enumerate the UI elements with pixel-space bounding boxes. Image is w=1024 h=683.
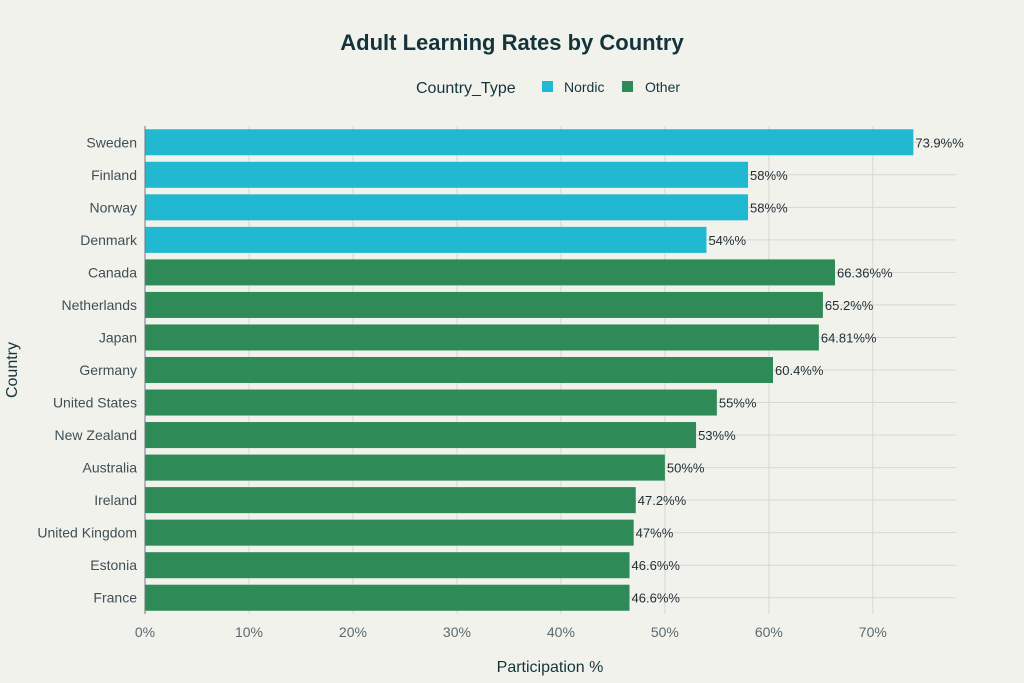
bar-data-label: 66.36%% bbox=[837, 265, 893, 280]
bar-data-label: 58%% bbox=[750, 200, 788, 215]
bar-data-label: 53%% bbox=[698, 428, 736, 443]
bar-data-label: 46.6%% bbox=[632, 558, 681, 573]
y-tick-label: France bbox=[93, 590, 137, 606]
bar-norway bbox=[145, 194, 749, 221]
y-tick-label: Germany bbox=[79, 362, 137, 378]
y-tick-label: New Zealand bbox=[55, 427, 138, 443]
bar-ireland bbox=[145, 487, 636, 514]
bar-united-states bbox=[145, 389, 717, 416]
bar-germany bbox=[145, 356, 774, 384]
legend-swatch-other bbox=[622, 81, 633, 92]
y-axis-label: Country bbox=[4, 342, 21, 398]
bar-data-label: 46.6%% bbox=[632, 591, 681, 606]
bar-data-label: 64.81%% bbox=[821, 330, 877, 345]
bar-new-zealand bbox=[145, 422, 697, 449]
y-tick-label: Norway bbox=[90, 199, 137, 215]
bar-data-label: 55%% bbox=[719, 396, 757, 411]
y-axis-ticks: Sweden Finland Norway Denmark Canada Netherla… bbox=[37, 134, 138, 605]
y-tick-label: Australia bbox=[83, 460, 138, 476]
bar-data-label: 58%% bbox=[750, 168, 788, 183]
bar-data-label: 47.2%% bbox=[638, 493, 687, 508]
bar-denmark bbox=[145, 226, 707, 253]
bar-netherlands bbox=[145, 291, 823, 318]
bar-data-label: 47%% bbox=[636, 526, 674, 541]
bar-data-label: 54%% bbox=[708, 233, 746, 248]
bar-canada bbox=[145, 259, 835, 286]
y-tick-label: Canada bbox=[88, 264, 137, 280]
x-tick-label: 60% bbox=[755, 624, 783, 640]
x-axis-ticks: 0% 10% 20% 30% 40% 50% 60% 70% bbox=[135, 624, 887, 640]
bar-data-label: 73.9%% bbox=[915, 135, 964, 150]
bars: 73.9%% 58%% 58%% 54%% 66.36%% 65.2%% 64.81%% 60… bbox=[145, 129, 964, 611]
bar-data-label: 60.4%% bbox=[775, 363, 824, 378]
y-tick-label: Sweden bbox=[86, 134, 137, 150]
x-tick-label: 70% bbox=[859, 624, 887, 640]
x-tick-label: 40% bbox=[547, 624, 575, 640]
x-tick-label: 20% bbox=[339, 624, 367, 640]
x-axis-label: Participation % bbox=[497, 659, 604, 676]
legend: Country_Type Nordic Other bbox=[416, 79, 680, 97]
legend-swatch-nordic bbox=[542, 81, 553, 92]
bar-finland bbox=[145, 161, 749, 188]
x-tick-label: 10% bbox=[235, 624, 263, 640]
bar-data-label: 50%% bbox=[667, 461, 705, 476]
y-tick-label: Denmark bbox=[80, 232, 138, 248]
x-tick-label: 30% bbox=[443, 624, 471, 640]
bar-data-label: 65.2%% bbox=[825, 298, 874, 313]
bar-france bbox=[145, 584, 630, 611]
bar-australia bbox=[145, 454, 665, 481]
y-tick-label: Japan bbox=[99, 329, 137, 345]
y-tick-label: Netherlands bbox=[62, 297, 138, 313]
y-tick-label: United Kingdom bbox=[37, 525, 137, 541]
legend-label-nordic: Nordic bbox=[564, 79, 604, 95]
bar-japan bbox=[145, 324, 819, 351]
y-tick-label: Estonia bbox=[90, 557, 137, 573]
y-tick-label: Ireland bbox=[94, 492, 137, 508]
x-tick-label: 0% bbox=[135, 624, 155, 640]
x-tick-label: 50% bbox=[651, 624, 679, 640]
bar-sweden bbox=[145, 129, 914, 156]
legend-title: Country_Type bbox=[416, 80, 516, 97]
y-tick-label: United States bbox=[53, 395, 137, 411]
chart-title: Adult Learning Rates by Country bbox=[340, 30, 684, 55]
y-tick-label: Finland bbox=[91, 167, 137, 183]
bar-united-kingdom bbox=[145, 519, 634, 546]
bar-estonia bbox=[145, 552, 630, 579]
legend-label-other: Other bbox=[645, 79, 680, 95]
